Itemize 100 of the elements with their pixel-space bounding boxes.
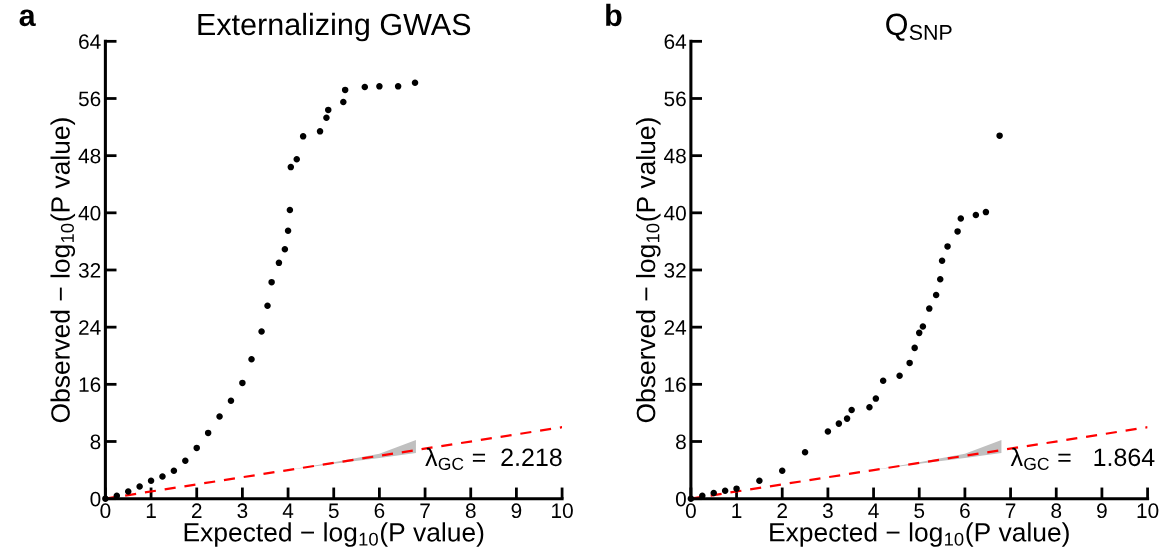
point [932, 291, 940, 299]
x-tick-label: 0 [100, 503, 111, 519]
y-axis-title: Observed − log$_{10}$(P value) [50, 118, 76, 423]
point [996, 132, 1003, 139]
y-tick-label: 40 [664, 205, 686, 221]
point [124, 488, 132, 495]
point [216, 413, 223, 420]
point [316, 128, 324, 135]
point [835, 420, 843, 427]
point [687, 495, 695, 502]
point [239, 379, 246, 387]
point [284, 227, 292, 234]
chart-title: Externalizing GWAS [198, 12, 471, 42]
x-tick-label: 2 [191, 503, 202, 518]
point [915, 329, 923, 337]
x-tick-label: 10 [1137, 503, 1159, 519]
x-axis-title: Expected − log$_{10}$(P value) [184, 522, 484, 547]
point [919, 323, 927, 330]
point [193, 444, 200, 452]
y-tick-label: 64 [664, 34, 687, 50]
point [982, 208, 990, 216]
y-tick-label: 24 [664, 320, 687, 335]
point [801, 448, 809, 456]
point [824, 428, 832, 435]
point [264, 302, 271, 309]
y-tick-label: 16 [79, 377, 101, 393]
point [778, 467, 786, 475]
point [906, 359, 913, 367]
x-tick-label: 6 [374, 503, 385, 519]
y-axis-title: Observed − log$_{10}$(P value) [635, 118, 661, 423]
text: b [606, 3, 622, 27]
y-tick-label: 16 [665, 377, 686, 393]
point [710, 489, 717, 497]
x-tick-label: 10 [552, 503, 573, 519]
point [299, 133, 307, 140]
point [361, 83, 369, 91]
x-axis-title: Expected − log$_{10}$(P value) [770, 522, 1069, 547]
point [721, 487, 729, 495]
point [957, 215, 965, 222]
annotation: λ$_{GC}$ = 2.218 [425, 447, 562, 471]
x-tick-label: 3 [237, 503, 248, 519]
point [293, 155, 300, 163]
point [170, 467, 178, 475]
point [733, 485, 740, 492]
annotation: λ$_{GC}$ = 1.864 [1010, 447, 1155, 471]
point [275, 259, 283, 267]
y-tick-label: 0 [90, 491, 101, 507]
x-tick-label: 4 [868, 503, 879, 518]
x-tick-label: 8 [465, 503, 476, 519]
point [182, 457, 189, 465]
x-tick-label: 5 [328, 503, 339, 519]
point [411, 79, 419, 87]
point [340, 98, 347, 106]
point [866, 403, 873, 411]
x-tick-label: 4 [282, 503, 294, 518]
x-tick-label: 1 [732, 503, 742, 518]
x-tick-label: 1 [146, 503, 156, 518]
point [756, 477, 763, 485]
point [248, 356, 255, 363]
x-tick-label: 6 [960, 503, 970, 519]
point [258, 328, 265, 335]
chart-title: Q$_{SNP}$ [886, 13, 952, 41]
point [281, 246, 289, 253]
y-tick-label: 32 [664, 262, 686, 278]
point [376, 83, 383, 90]
point [394, 83, 402, 90]
point [341, 86, 349, 94]
x-tick-label: 7 [1005, 503, 1016, 518]
point [936, 276, 944, 283]
point [325, 106, 332, 114]
x-tick-label: 9 [511, 503, 522, 519]
point [872, 395, 880, 402]
point [944, 243, 951, 250]
point [159, 473, 166, 480]
y-tick-label: 8 [90, 434, 101, 450]
point [972, 211, 980, 219]
y-tick-label: 56 [78, 91, 101, 107]
point [879, 377, 887, 385]
point [843, 415, 851, 422]
point [204, 429, 212, 437]
y-tick-label: 40 [78, 205, 101, 221]
x-tick-label: 5 [914, 503, 925, 519]
point [926, 305, 933, 312]
point [323, 114, 330, 122]
point [938, 257, 946, 264]
point [136, 483, 143, 490]
point [287, 163, 295, 171]
text: a [19, 9, 36, 27]
point [227, 397, 235, 405]
x-tick-label: 7 [420, 503, 430, 518]
point [896, 372, 903, 379]
point [954, 228, 961, 235]
x-tick-label: 3 [822, 503, 833, 519]
y-tick-label: 24 [79, 320, 101, 335]
point [147, 477, 155, 485]
y-tick-label: 64 [79, 34, 101, 50]
x-tick-label: 2 [777, 503, 787, 518]
y-tick-label: 8 [676, 434, 686, 450]
point [268, 278, 275, 286]
y-tick-label: 48 [78, 148, 101, 164]
